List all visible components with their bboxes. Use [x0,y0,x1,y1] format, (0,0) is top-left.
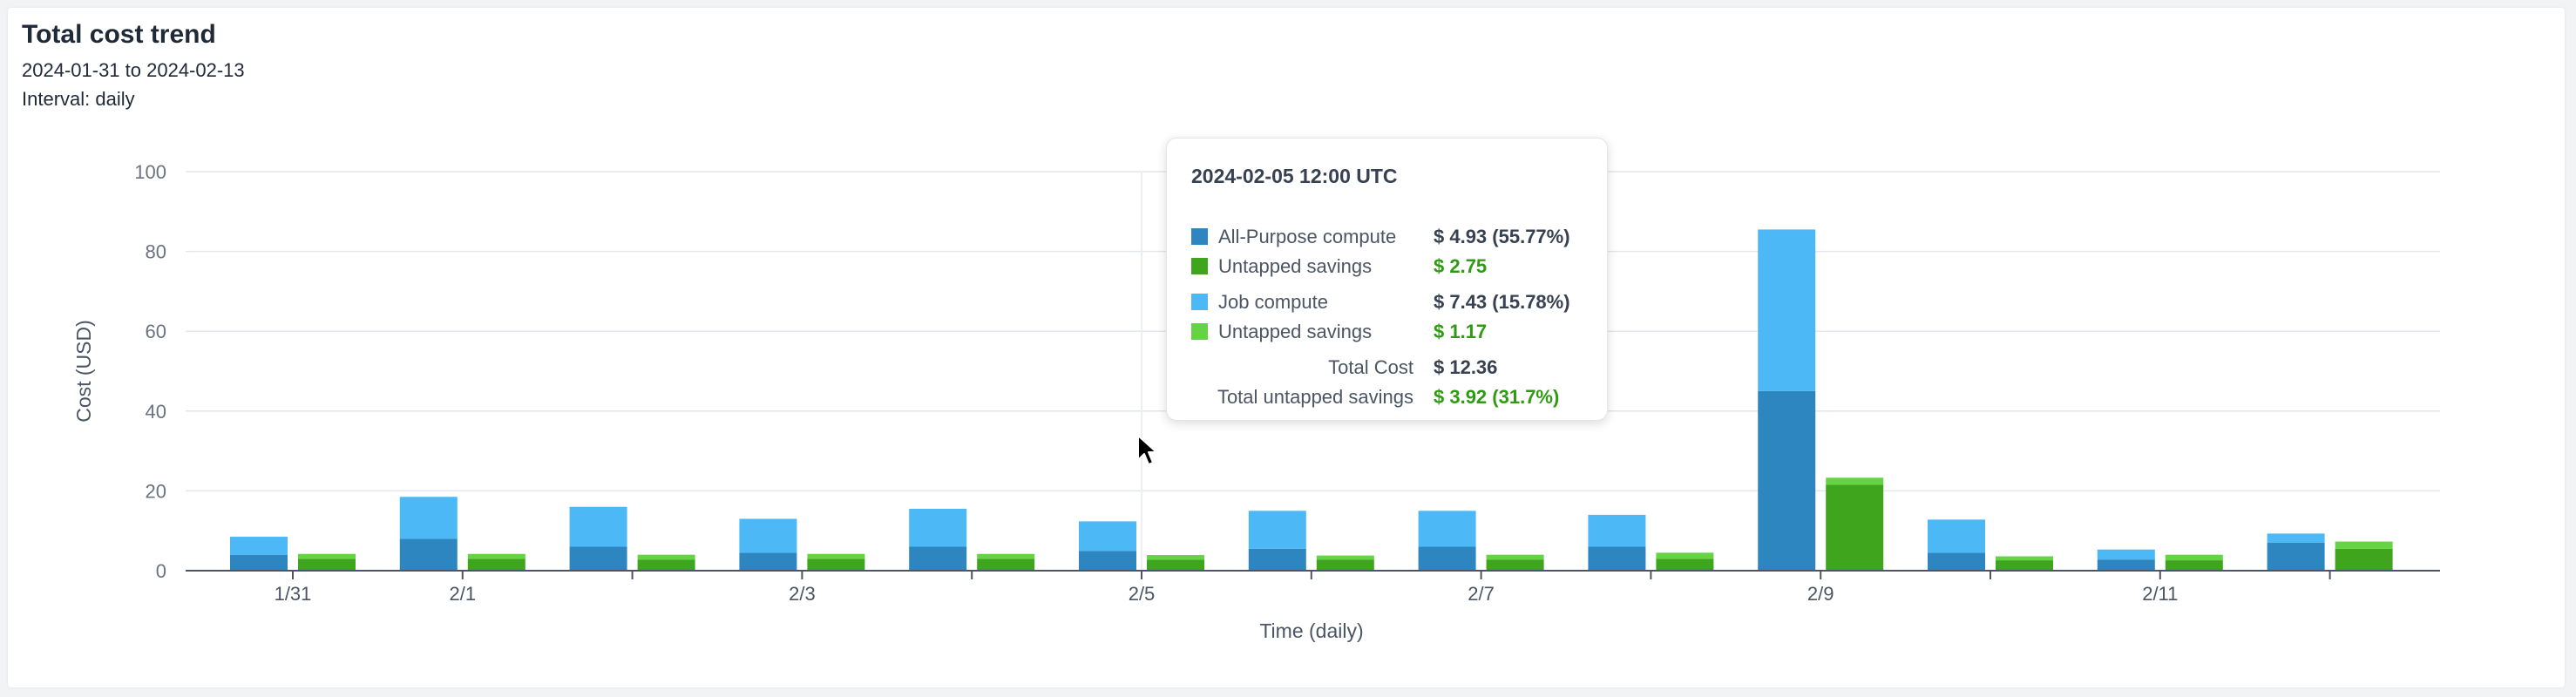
y-tick-label: 100 [134,161,166,183]
bar-savings-2-3-1 [807,553,865,559]
mouse-cursor-icon [1137,435,1157,465]
bar-compute-2-2-0 [569,546,627,571]
y-tick-label: 40 [146,401,166,423]
tooltip-row-total-cost: Total Cost $ 12.36 [1167,355,1607,381]
chart-tooltip: 2024-02-05 12:00 UTC All-Purpose compute… [1166,138,1608,421]
bar-savings-2-8-1 [1656,552,1714,559]
x-tick-label: 1/31 [275,583,312,605]
bar-compute-2-2-1 [569,506,627,547]
tooltip-label: All-Purpose compute [1218,226,1397,247]
all-purpose-swatch [1191,228,1208,245]
bar-compute-2-5-1 [1079,521,1136,552]
tooltip-row-job: Job compute $ 7.43 (15.78%) [1167,289,1607,315]
y-tick-label: 0 [156,560,166,582]
bar-compute-2-12-0 [2267,542,2325,571]
tooltip-row-savings-1: Untapped savings $ 2.75 [1167,254,1607,280]
bar-savings-2-7-1 [1486,554,1544,560]
y-axis-title: Cost (USD) [72,320,95,423]
tooltip-label: Job compute [1218,291,1328,313]
bar-savings-2-10-1 [1996,556,2053,561]
bar-savings-2-4-1 [977,553,1035,559]
date-range: 2024-01-31 to 2024-02-13 [22,59,245,81]
bar-savings-2-1-0 [467,558,525,571]
bar-savings-1-31-1 [298,553,356,559]
bar-savings-2-1-1 [467,553,525,559]
bar-savings-2-10-0 [1996,560,2053,571]
bar-compute-2-1-1 [399,497,458,539]
untapped-savings-swatch [1191,258,1208,274]
bar-savings-2-4-0 [977,558,1035,571]
bar-compute-2-6-1 [1248,511,1306,549]
bar-compute-2-11-1 [2097,549,2155,560]
bar-compute-2-3-0 [739,552,797,571]
bar-savings-2-11-0 [2165,560,2223,571]
tooltip-header: 2024-02-05 12:00 UTC [1191,165,1398,187]
y-tick-label: 60 [146,321,166,342]
tooltip-row-total-savings: Total untapped savings $ 3.92 (31.7%) [1167,384,1607,410]
bar-compute-2-7-1 [1418,511,1476,547]
tooltip-value: $ 7.43 (15.78%) [1434,291,1570,313]
bar-compute-2-9-1 [1758,229,1816,391]
total-savings-value: $ 3.92 (31.7%) [1434,386,1560,408]
bar-compute-2-3-1 [739,518,797,553]
tooltip-row-savings-2: Untapped savings $ 1.17 [1167,319,1607,345]
bar-savings-2-6-0 [1316,559,1374,571]
x-tick-label: 2/5 [1129,583,1156,605]
bar-compute-2-12-1 [2267,533,2325,543]
x-axis-title: Time (daily) [1259,619,1363,642]
bar-savings-2-7-0 [1486,559,1544,571]
bar-savings-2-12-0 [2335,548,2393,571]
x-tick-label: 2/1 [450,583,477,605]
tooltip-row-all-purpose: All-Purpose compute $ 4.93 (55.77%) [1167,224,1607,250]
bar-compute-2-9-0 [1758,390,1816,571]
bar-compute-2-10-0 [1928,552,1985,571]
bar-compute-2-8-1 [1588,514,1646,547]
bar-compute-2-4-0 [909,546,967,571]
total-cost-label: Total Cost [1328,356,1413,378]
bar-compute-1-31-1 [230,537,288,555]
bar-savings-2-11-1 [2165,554,2223,561]
bar-compute-2-5-0 [1079,551,1136,571]
y-tick-label: 80 [146,241,166,263]
bar-savings-2-5-1 [1147,555,1204,560]
total-savings-label: Total untapped savings [1217,386,1413,408]
bar-savings-2-8-0 [1656,558,1714,571]
tooltip-label: Untapped savings [1218,255,1373,277]
bar-savings-2-5-0 [1147,559,1204,571]
bar-savings-2-9-0 [1826,484,1884,571]
bar-savings-2-12-1 [2335,541,2393,549]
bar-savings-2-3-0 [807,558,865,571]
tooltip-value: $ 2.75 [1434,255,1488,277]
bar-compute-2-6-0 [1248,548,1306,571]
bar-compute-2-1-0 [399,538,458,571]
y-tick-label: 20 [146,480,166,502]
bar-compute-2-4-1 [909,509,967,547]
bar-savings-1-31-0 [298,558,356,571]
tooltip-value: $ 1.17 [1434,321,1488,342]
total-cost-value: $ 12.36 [1434,356,1498,378]
bar-compute-2-10-1 [1928,519,1985,553]
chart-title: Total cost trend [22,20,216,49]
tooltip-value: $ 4.93 (55.77%) [1434,226,1570,247]
interval-label: Interval: daily [22,88,135,110]
x-tick-label: 2/3 [789,583,816,605]
bar-savings-2-2-0 [637,559,695,571]
untapped-savings-swatch [1191,323,1208,340]
job-compute-swatch [1191,294,1208,310]
x-tick-label: 2/9 [1807,583,1834,605]
bar-savings-2-9-1 [1826,477,1884,485]
bar-compute-1-31-0 [230,554,288,571]
bar-savings-2-6-1 [1316,555,1374,560]
tooltip-label: Untapped savings [1218,321,1373,342]
bar-compute-2-11-0 [2097,559,2155,571]
x-tick-label: 2/7 [1468,583,1495,605]
x-tick-label: 2/11 [2142,583,2178,605]
bar-compute-2-7-0 [1418,546,1476,571]
bar-savings-2-2-1 [637,554,695,560]
bar-compute-2-8-0 [1588,546,1646,571]
